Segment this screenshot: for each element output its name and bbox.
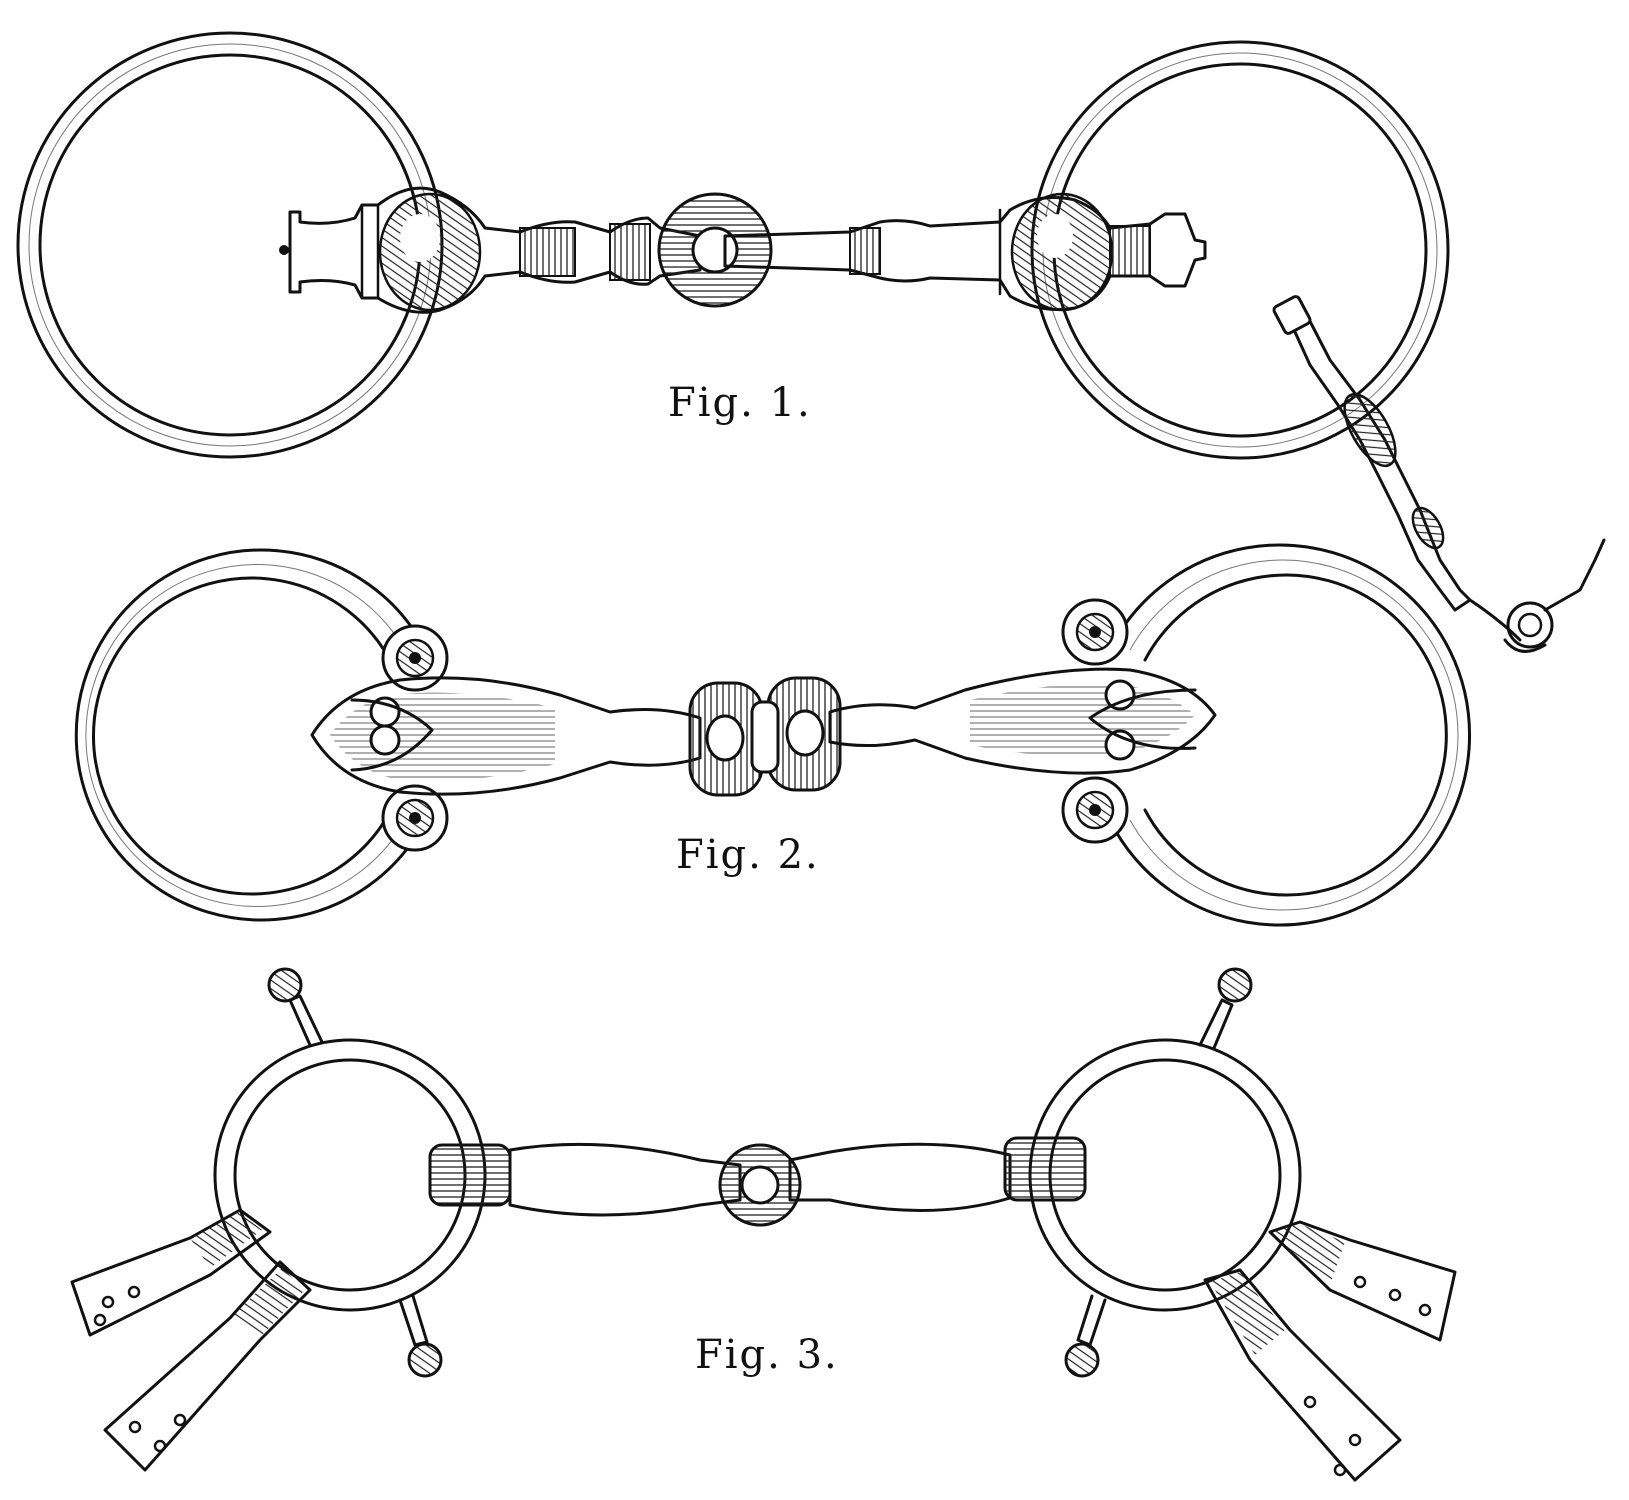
figure-3-caption: Fig. 3. bbox=[695, 1332, 839, 1378]
figure-2-caption: Fig. 2. bbox=[676, 832, 820, 878]
fig1-mouthpiece-right bbox=[723, 192, 1207, 312]
fig2-right-ring bbox=[1061, 543, 1471, 927]
fig3-right-strap-upper bbox=[1268, 1220, 1457, 1342]
fig1-center-link bbox=[657, 192, 773, 308]
fig3-right-ring bbox=[1028, 967, 1302, 1378]
figure-3-bit bbox=[70, 967, 1457, 1482]
figure-2-bit bbox=[74, 543, 1471, 927]
figure-1-caption: Fig. 1. bbox=[668, 380, 812, 426]
fig3-right-strap-lower bbox=[1203, 1268, 1402, 1482]
fig1-mouthpiece-left bbox=[279, 186, 702, 314]
fig2-mouthpiece-right bbox=[828, 667, 1217, 775]
fig3-left-strap-lower bbox=[103, 1260, 312, 1472]
fig2-center-links bbox=[688, 676, 842, 797]
figure-1-bit bbox=[16, 31, 1606, 653]
fig3-mouthpiece bbox=[428, 1136, 1087, 1227]
fig2-mouthpiece-left bbox=[310, 676, 702, 796]
fig2-left-ring bbox=[74, 548, 449, 922]
fig3-left-strap-upper bbox=[70, 1208, 272, 1337]
fig1-cheek-piece bbox=[1272, 295, 1606, 653]
